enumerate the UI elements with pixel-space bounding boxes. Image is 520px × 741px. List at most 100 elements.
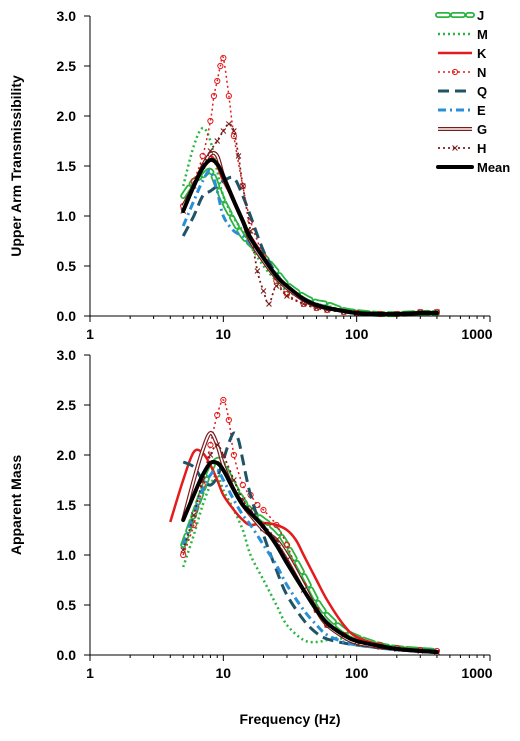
series-line-e	[181, 468, 437, 653]
data-point-n	[230, 451, 237, 459]
legend-label-k: K	[477, 46, 487, 61]
legend-label-j: J	[477, 8, 484, 23]
top-y-tick-label: 2.0	[57, 108, 77, 124]
series-line-mean	[181, 459, 439, 654]
series-line-e	[181, 169, 437, 316]
data-point-h	[235, 153, 242, 159]
top-x-tick-label: 1	[86, 326, 94, 342]
x-marker-stroke	[180, 547, 187, 553]
data-point-n	[207, 117, 214, 125]
series-m	[182, 473, 437, 652]
top-series-group	[180, 54, 441, 318]
x-marker-stroke	[266, 301, 272, 307]
x-marker-stroke	[225, 121, 232, 127]
data-point-h	[284, 293, 290, 299]
x-marker-stroke	[207, 148, 214, 154]
x-marker-stroke	[235, 153, 242, 159]
series-n	[180, 396, 441, 655]
data-point-h	[220, 452, 227, 458]
bottom-x-tick-label: 1000	[461, 665, 492, 681]
bottom-y-tick-label: 2.5	[57, 397, 77, 413]
data-point-h	[225, 121, 232, 127]
data-point-h	[207, 452, 214, 458]
legend-label-h: H	[477, 141, 486, 156]
bottom-y-tick-label: 1.5	[57, 497, 77, 513]
bottom-series-group	[169, 396, 441, 655]
bottom-y-axis-title: Apparent Mass	[8, 455, 24, 556]
data-point-h	[180, 547, 187, 553]
data-point-n	[207, 441, 214, 449]
x-marker-stroke	[260, 288, 267, 294]
legend-label-g: G	[477, 122, 487, 137]
legend-marker-n	[451, 68, 459, 76]
top-x-tick-label: 1000	[461, 326, 492, 342]
data-point-h	[214, 442, 221, 448]
x-marker-stroke	[254, 268, 261, 274]
data-point-h	[231, 128, 237, 134]
legend-samples	[435, 12, 475, 169]
data-point-n	[210, 92, 218, 100]
series-k	[182, 154, 437, 316]
legend-label-m: M	[477, 27, 488, 42]
x-marker-stroke	[284, 293, 290, 299]
series-line-n	[182, 55, 437, 315]
bottom-x-tick-label: 100	[345, 665, 369, 681]
data-point-n	[239, 481, 246, 489]
legend-label-mean: Mean	[477, 160, 510, 175]
data-point-n	[273, 521, 280, 529]
series-mean	[181, 459, 439, 654]
series-line-n	[182, 399, 437, 652]
bottom-y-tick-label: 3.0	[57, 347, 77, 363]
data-point-h	[239, 183, 246, 189]
series-line-m	[181, 126, 437, 316]
top-chart: 0.0 0.5 1.0 1.5 2.0 2.5 3.0 1 10 100 100…	[8, 8, 493, 342]
bottom-ticks	[84, 354, 491, 661]
bottom-y-tick-label: 0.0	[57, 647, 77, 663]
top-x-tick-label: 10	[216, 326, 232, 342]
series-h	[180, 121, 440, 317]
data-point-h	[190, 512, 197, 518]
series-line-mean	[181, 157, 439, 317]
x-marker-stroke	[231, 128, 237, 134]
series-line-k	[182, 154, 437, 316]
data-point-h	[231, 477, 237, 483]
x-marker-stroke	[300, 301, 307, 307]
top-y-tick-label: 1.0	[57, 208, 77, 224]
data-point-n	[214, 77, 221, 85]
data-point-n	[283, 541, 291, 549]
legend-label-n: N	[477, 65, 486, 80]
bottom-y-tick-label: 2.0	[57, 447, 77, 463]
data-point-n	[260, 506, 267, 514]
legend-sample-h	[438, 145, 472, 151]
bottom-y-tick-label: 0.5	[57, 597, 77, 613]
legend-label-q: Q	[477, 84, 487, 99]
data-point-n	[220, 54, 227, 62]
series-e	[181, 468, 437, 653]
data-point-n	[199, 152, 206, 160]
series-m	[181, 126, 437, 316]
data-point-n	[217, 62, 224, 70]
data-point-n	[214, 411, 221, 419]
x-marker-stroke	[220, 452, 227, 458]
legend-marker-h	[452, 145, 458, 151]
series-line-h	[182, 123, 437, 316]
bottom-x-tick-label: 1	[86, 665, 94, 681]
top-y-axis-title: Upper Arm Transmissibility	[8, 75, 24, 257]
data-point-n	[180, 551, 187, 559]
legend-sample-n	[438, 68, 472, 76]
data-point-h	[254, 268, 261, 274]
legend-label-e: E	[477, 103, 486, 118]
top-y-tick-label: 0.5	[57, 258, 77, 274]
bottom-y-tick-label: 1.0	[57, 547, 77, 563]
top-y-tick-label: 0.0	[57, 308, 77, 324]
data-point-h	[260, 288, 267, 294]
x-marker-stroke	[239, 183, 246, 189]
data-point-h	[300, 301, 307, 307]
data-point-n	[220, 396, 227, 404]
x-marker-stroke	[190, 512, 197, 518]
series-mean	[181, 157, 439, 317]
series-line-m	[182, 473, 437, 652]
series-line-j	[180, 167, 440, 318]
data-point-h	[273, 283, 280, 289]
